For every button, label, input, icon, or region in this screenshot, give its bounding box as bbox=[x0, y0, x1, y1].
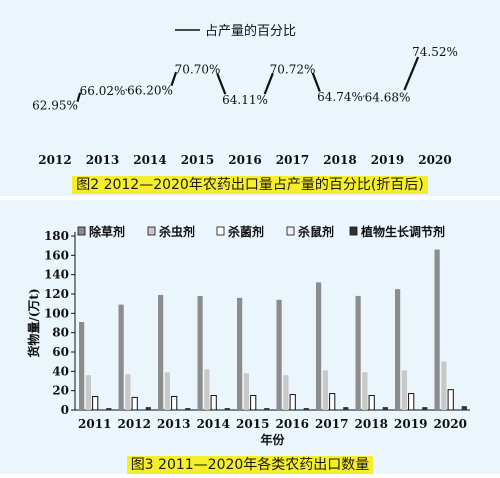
bar-3 bbox=[211, 396, 216, 411]
legend-label: 除草剂 bbox=[89, 224, 125, 239]
bar-3 bbox=[93, 396, 98, 410]
bar-2 bbox=[165, 372, 170, 410]
bar-5 bbox=[304, 408, 309, 410]
legend-swatch bbox=[148, 227, 155, 235]
legend-label: 杀虫剂 bbox=[159, 224, 195, 239]
data-label: 64.74% bbox=[317, 90, 363, 104]
bar-3 bbox=[330, 394, 335, 410]
x-tick-label: 2015 bbox=[236, 417, 269, 431]
x-tick-label: 2020 bbox=[418, 153, 451, 167]
bar-2 bbox=[244, 373, 249, 410]
figure-3-caption: 图3 2011—2020年各类农药出口数量 bbox=[0, 454, 500, 474]
legend-swatch bbox=[287, 227, 294, 235]
bar-5 bbox=[185, 408, 190, 410]
y-tick-label: 100 bbox=[44, 306, 69, 320]
legend-label: 杀鼠剂 bbox=[298, 224, 334, 239]
x-tick-label: 2018 bbox=[323, 153, 356, 167]
x-tick-label: 2011 bbox=[78, 417, 111, 431]
bar-1 bbox=[395, 289, 400, 410]
bar-1 bbox=[119, 305, 124, 410]
data-label: 74.52% bbox=[412, 45, 458, 59]
data-label: 64.68% bbox=[365, 90, 411, 104]
x-tick-label: 2014 bbox=[133, 153, 166, 167]
x-tick-label: 2018 bbox=[355, 417, 388, 431]
data-label: 70.70% bbox=[175, 63, 221, 77]
bar-3 bbox=[251, 396, 256, 411]
data-label: 66.20% bbox=[127, 83, 173, 97]
bar-1 bbox=[158, 295, 163, 410]
data-label: 66.02% bbox=[80, 84, 126, 98]
x-tick-label: 2017 bbox=[276, 153, 309, 167]
x-tick-label: 2012 bbox=[38, 153, 71, 167]
x-tick-label: 2012 bbox=[118, 417, 151, 431]
bar-3 bbox=[132, 397, 137, 410]
y-axis-label: 货物量/(万t) bbox=[26, 288, 41, 357]
x-tick-label: 2016 bbox=[228, 153, 261, 167]
bar-1 bbox=[435, 250, 440, 410]
y-tick-label: 80 bbox=[52, 326, 69, 340]
bar-2 bbox=[323, 370, 328, 410]
bar-5 bbox=[146, 407, 151, 410]
x-tick-label: 2019 bbox=[371, 153, 404, 167]
bar-5 bbox=[343, 407, 348, 410]
bar-chart-svg: 除草剂 杀虫剂 杀菌剂 杀鼠剂 植物生长调节剂 0 20 40 60 80 100 120 140 160… bbox=[0, 200, 500, 474]
figure-2-line-chart: 占产量的百分比 62.95%66.02%66.20%70.70% 64.11% 70.… bbox=[0, 0, 500, 196]
figure-2-caption: 图2 2012—2020年农药出口量占产量的百分比(折百后) bbox=[0, 174, 500, 194]
bar-2 bbox=[441, 362, 446, 410]
bar-2 bbox=[204, 369, 209, 410]
bar-3 bbox=[290, 395, 295, 410]
legend-swatch bbox=[78, 227, 85, 235]
bar-5 bbox=[264, 408, 269, 410]
bar-2 bbox=[362, 372, 367, 410]
y-tick-label: 0 bbox=[61, 403, 69, 417]
x-tick-label: 2014 bbox=[197, 417, 230, 431]
y-tick-label: 180 bbox=[44, 229, 69, 243]
line-chart-svg: 占产量的百分比 62.95%66.02%66.20%70.70% 64.11% 70.… bbox=[0, 0, 500, 196]
x-tick-label: 2013 bbox=[86, 153, 119, 167]
data-label: 70.72% bbox=[270, 62, 316, 76]
y-tick-label: 160 bbox=[44, 248, 69, 262]
y-tick-label: 20 bbox=[52, 384, 69, 398]
bar-3 bbox=[172, 396, 177, 410]
y-tick-label: 40 bbox=[52, 364, 69, 378]
bar-5 bbox=[225, 408, 230, 410]
bar-5 bbox=[383, 407, 388, 410]
bar-1 bbox=[237, 298, 242, 410]
bar-3 bbox=[369, 396, 374, 411]
x-tick-label: 2017 bbox=[315, 417, 348, 431]
bar-2 bbox=[402, 370, 407, 410]
legend-label: 杀菌剂 bbox=[228, 224, 264, 239]
legend-swatch bbox=[350, 227, 357, 235]
bar-3 bbox=[409, 394, 414, 410]
data-label: 64.11% bbox=[222, 93, 268, 107]
y-tick-label: 60 bbox=[52, 345, 69, 359]
legend-swatch bbox=[217, 227, 224, 235]
x-tick-label: 2015 bbox=[181, 153, 214, 167]
figure-3-bar-chart: 除草剂 杀虫剂 杀菌剂 杀鼠剂 植物生长调节剂 0 20 40 60 80 100 120 140 160… bbox=[0, 200, 500, 474]
bar-1 bbox=[277, 300, 282, 410]
bar-2 bbox=[283, 375, 288, 410]
data-label: 62.95% bbox=[32, 98, 78, 112]
x-tick-label: 2020 bbox=[434, 417, 467, 431]
bar-1 bbox=[356, 296, 361, 410]
bar-2 bbox=[125, 374, 130, 410]
x-tick-label: 2016 bbox=[276, 417, 309, 431]
bar-1 bbox=[316, 282, 321, 410]
bar-5 bbox=[462, 406, 467, 410]
bar-2 bbox=[86, 375, 91, 410]
bar-5 bbox=[106, 408, 111, 410]
bar-3 bbox=[448, 390, 453, 410]
bar-5 bbox=[422, 407, 427, 410]
legend-label: 植物生长调节剂 bbox=[360, 224, 445, 239]
y-tick-label: 140 bbox=[44, 268, 69, 282]
x-tick-label: 2013 bbox=[157, 417, 190, 431]
bar-1 bbox=[198, 296, 203, 410]
legend-label: 占产量的百分比 bbox=[205, 23, 296, 39]
x-tick-label: 2019 bbox=[394, 417, 427, 431]
bar-1 bbox=[79, 322, 84, 410]
y-tick-label: 120 bbox=[44, 287, 69, 301]
x-axis-label: 年份 bbox=[260, 432, 285, 447]
series-line-segment bbox=[404, 57, 418, 90]
